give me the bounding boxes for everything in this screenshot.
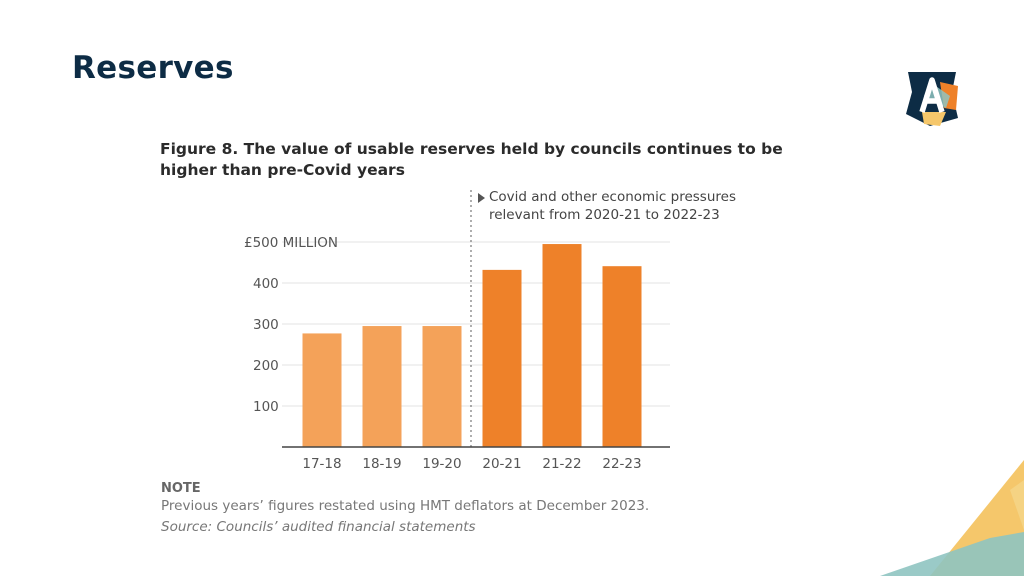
bar-20-21	[482, 269, 522, 447]
y-tick-label: 400	[253, 276, 279, 292]
figure-title-line-2: higher than pre-Covid years	[160, 161, 405, 179]
covid-annotation-line-2: relevant from 2020-21 to 2022-23	[489, 207, 720, 223]
covid-annotation: Covid and other economic pressures relev…	[489, 188, 789, 224]
bar-18-19	[362, 326, 402, 447]
note-heading: NOTE	[161, 481, 201, 496]
y-tick-label: 300	[253, 317, 279, 333]
corner-decoration	[880, 460, 1024, 576]
note-text: Previous years’ figures restated using H…	[161, 498, 650, 514]
y-tick-label: £500 MILLION	[244, 235, 338, 251]
x-tick-label: 19-20	[422, 456, 461, 472]
x-tick-label: 20-21	[482, 456, 521, 472]
covid-annotation-line-1: Covid and other economic pressures	[489, 189, 736, 205]
y-tick-label: 200	[253, 358, 279, 374]
bar-21-22	[542, 244, 582, 447]
x-tick-label: 22-23	[602, 456, 641, 472]
x-tick-label: 18-19	[362, 456, 401, 472]
annotation-arrow-icon	[478, 193, 485, 203]
source-text: Source: Councils’ audited financial stat…	[161, 519, 476, 535]
audit-logo-icon	[906, 72, 958, 126]
slide-title: Reserves	[72, 50, 234, 86]
x-tick-label: 21-22	[542, 456, 581, 472]
y-tick-label: 100	[253, 399, 279, 415]
figure-title: Figure 8. The value of usable reserves h…	[160, 139, 800, 181]
bar-19-20	[422, 326, 462, 447]
bar-17-18	[302, 333, 342, 447]
bar-22-23	[602, 266, 642, 447]
figure-title-line-1: Figure 8. The value of usable reserves h…	[160, 140, 783, 158]
x-tick-label: 17-18	[302, 456, 341, 472]
